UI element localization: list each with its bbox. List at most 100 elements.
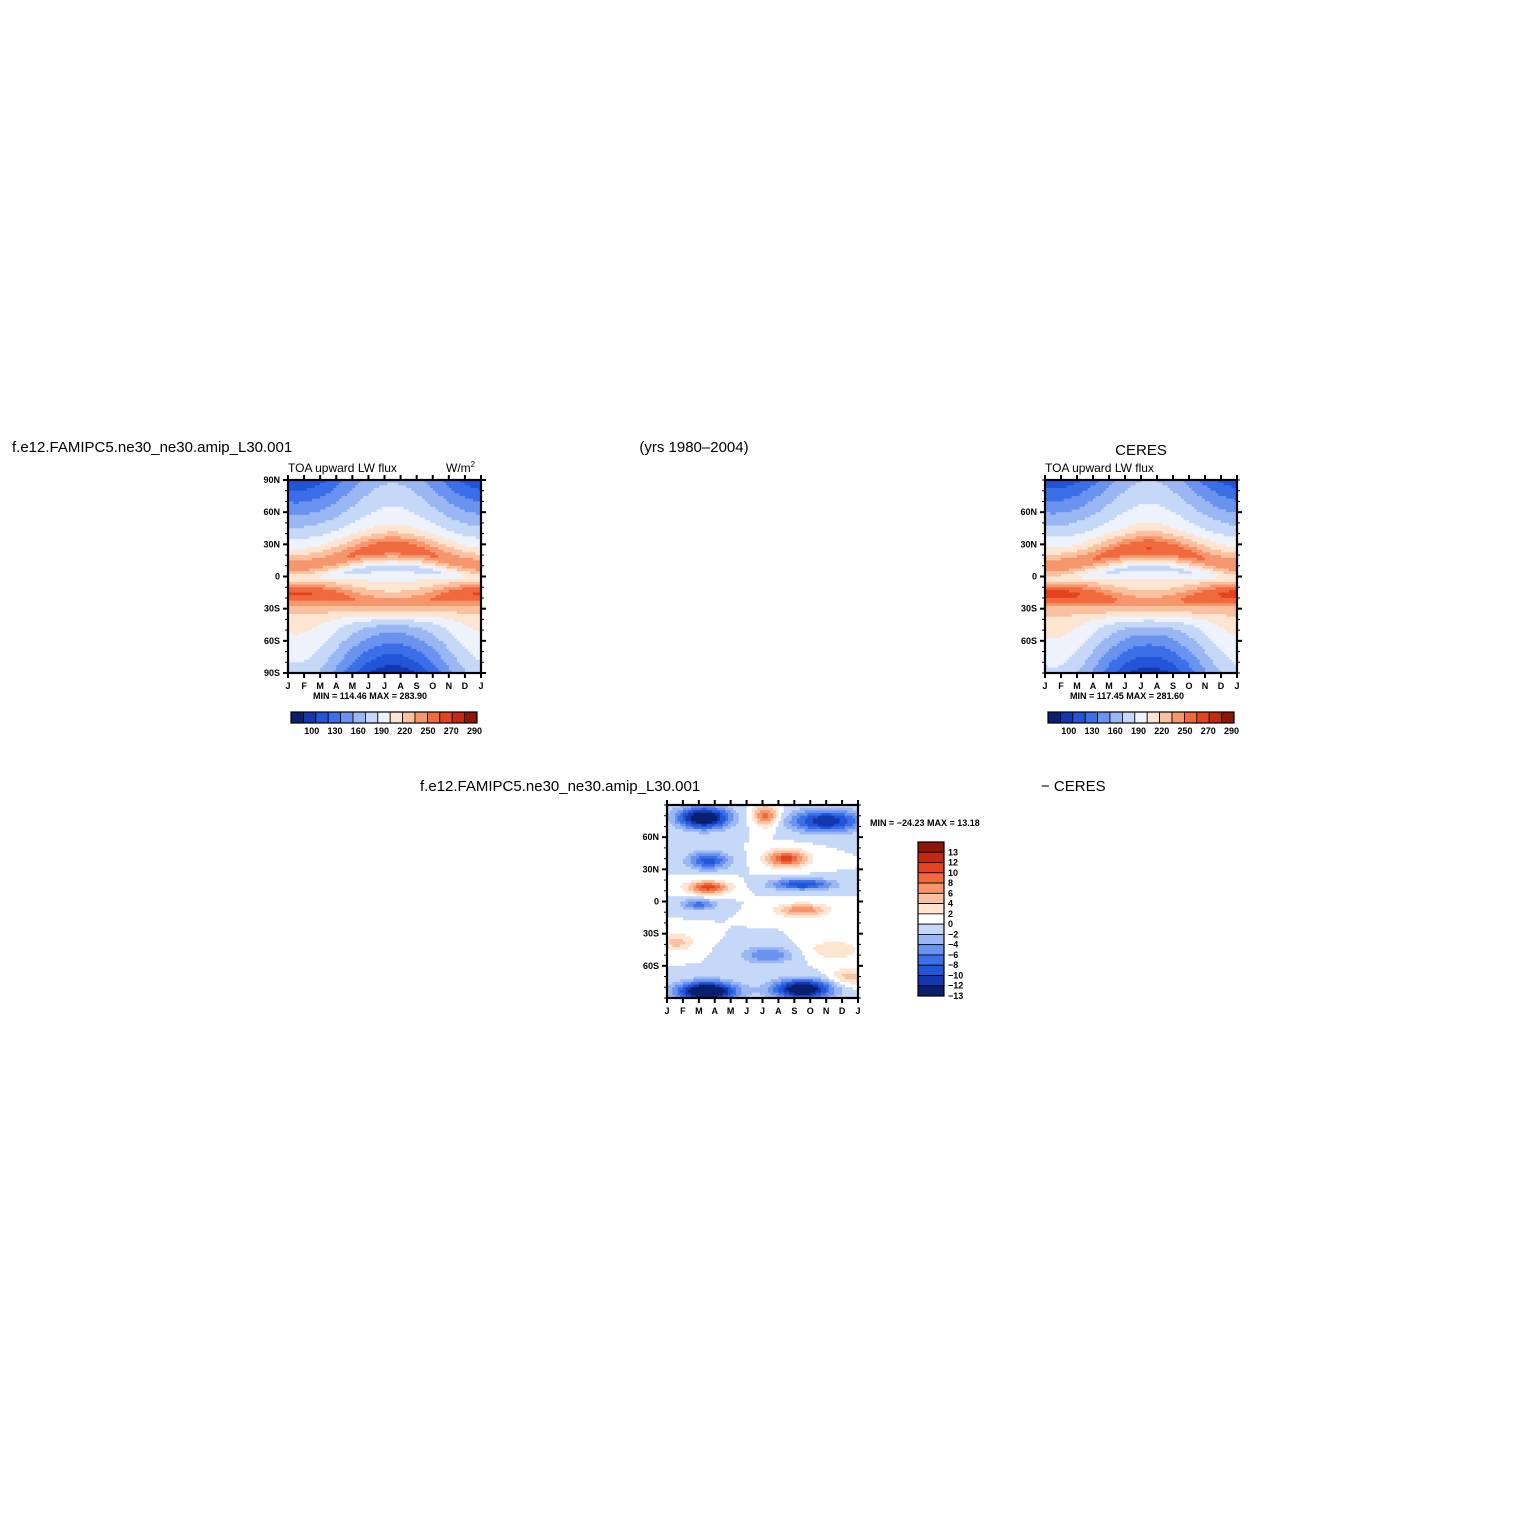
field-cell [325,544,329,548]
field-cell [355,538,359,543]
field-cell [330,643,335,647]
field-cell [355,589,359,594]
field-cell [384,525,388,529]
field-cell [435,600,439,604]
field-cell [459,520,463,524]
field-cell [344,571,348,575]
field-cell [325,506,329,511]
field-cell [298,573,302,578]
field-cell [435,496,439,500]
field-cell [456,646,461,650]
field-cell [373,485,378,489]
field-cell [419,517,423,521]
field-cell [472,563,477,567]
field-cell [363,544,367,548]
field-cell [298,506,302,511]
field-cell [328,498,332,503]
field-cell [400,595,404,599]
field-cell [338,509,343,513]
field-cell [467,627,471,631]
field-cell [448,520,453,524]
field-cell [336,635,340,639]
field-cell [454,581,458,586]
field-cell [317,662,321,666]
field-cell [413,552,418,556]
field-cell [341,520,345,524]
field-cell [475,648,479,653]
field-cell [346,643,351,647]
field-cell [355,552,359,556]
field-cell [387,528,391,532]
field-cell [328,581,332,586]
field-cell [389,635,394,639]
field-cell [478,520,481,524]
field-cell [373,528,378,532]
field-cell [405,656,410,661]
field-cell [314,605,319,610]
field-cell [330,664,335,669]
field-cell [467,608,471,612]
field-cell [424,651,428,655]
field-cell [290,579,294,583]
field-cell [384,560,388,564]
field-cell [435,536,439,540]
field-cell [438,638,442,642]
field-cell [336,589,340,594]
field-cell [400,640,404,645]
field-cell [320,541,324,545]
field-cell [397,630,402,634]
field-cell [352,619,356,623]
field-cell [408,597,412,602]
field-cell [408,589,412,594]
field-cell [320,616,324,620]
field-cell [435,576,439,580]
field-cell [298,533,302,537]
field-cell [306,619,311,623]
field-cell [338,589,343,594]
field-cell [357,603,361,607]
field-cell [365,541,370,545]
field-cell [459,490,463,494]
field-cell [454,656,458,661]
field-cell [352,616,356,620]
field-cell [392,488,396,492]
field-cell [451,517,455,521]
field-cell [400,605,404,610]
field-cell [328,587,332,591]
field-cell [448,530,453,535]
field-cell [368,619,372,623]
field-cell [462,654,466,658]
field-cell [384,646,388,650]
field-cell [472,538,477,543]
field-cell [416,651,420,655]
field-cell [314,517,319,521]
field-cell [344,648,348,653]
field-cell [438,662,442,666]
field-cell [344,520,348,524]
field-cell [448,576,453,580]
field-cell [416,536,420,540]
field-cell [451,552,455,556]
field-cell [373,608,378,612]
field-cell [330,493,335,497]
field-cell [387,490,391,494]
field-cell [301,490,305,494]
field-cell [424,520,428,524]
field-cell [317,571,321,575]
field-cell [454,662,458,666]
field-cell [290,504,294,508]
field-cell [440,530,445,535]
field-cell [446,568,450,572]
field-cell [422,525,426,529]
field-cell [432,520,437,524]
field-cell [322,656,327,661]
field-cell [411,595,415,599]
field-cell [296,555,300,559]
field-cell [368,522,372,527]
field-cell [376,614,380,618]
field-cell [430,614,434,618]
field-cell [376,643,380,647]
field-cell [446,493,450,497]
field-cell [365,512,370,516]
field-cell [365,496,370,500]
